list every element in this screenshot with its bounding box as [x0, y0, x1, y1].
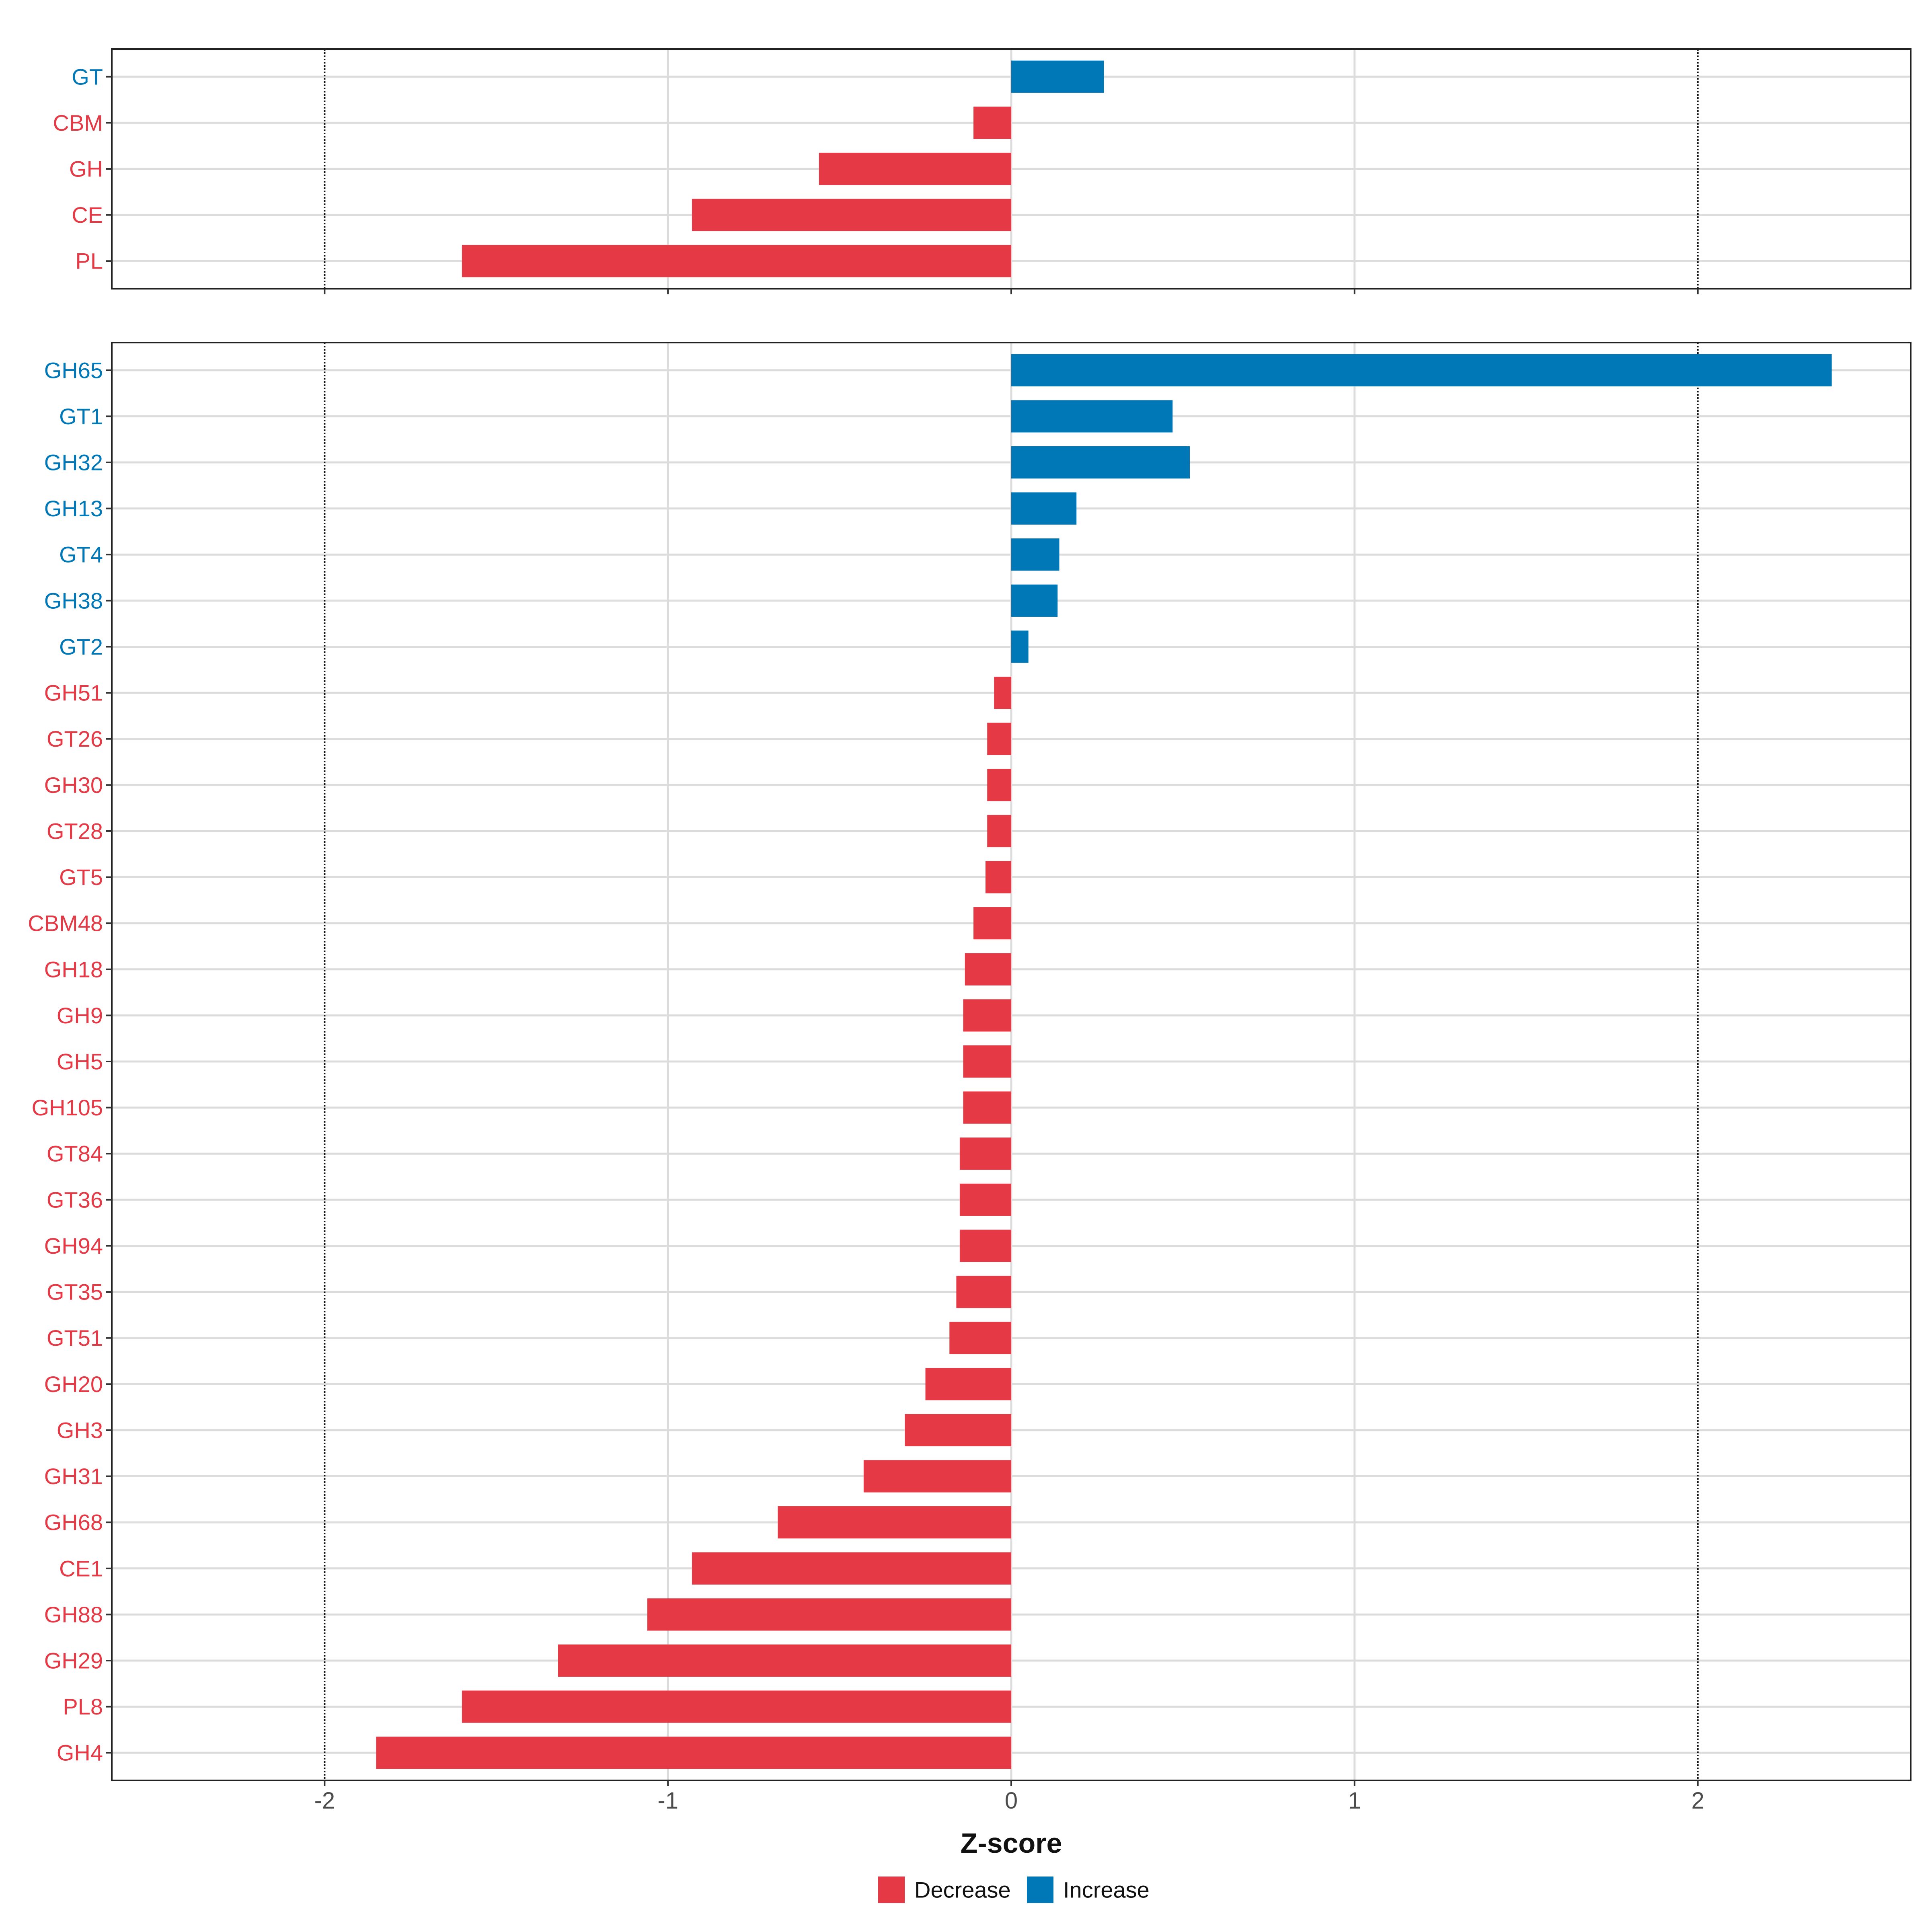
x-tick-label: -1	[657, 1788, 678, 1814]
bar-gt5	[985, 861, 1011, 893]
category-label-gt84: GT84	[47, 1141, 103, 1166]
legend-swatch-decrease	[878, 1877, 905, 1903]
category-label-gt2: GT2	[59, 634, 103, 659]
category-label-gh29: GH29	[44, 1648, 103, 1673]
category-label-gh30: GH30	[44, 772, 103, 798]
bar-gh4	[376, 1737, 1011, 1769]
category-label-gt1: GT1	[59, 404, 103, 429]
category-label-gh20: GH20	[44, 1371, 103, 1397]
bar-gt28	[987, 815, 1011, 848]
category-label-gt28: GT28	[47, 818, 103, 844]
x-axis-title: Z-score	[961, 1827, 1062, 1859]
x-tick-label: -2	[314, 1788, 335, 1814]
bar-gh51	[994, 676, 1011, 709]
bar-ce1	[692, 1552, 1011, 1585]
bar-gt1	[1011, 400, 1173, 433]
category-label-gh3: GH3	[57, 1417, 103, 1443]
bar-ce	[692, 199, 1011, 231]
bar-gh88	[647, 1598, 1011, 1631]
legend-label-increase: Increase	[1063, 1877, 1150, 1903]
bar-gh5	[963, 1045, 1011, 1078]
category-label-gt4: GT4	[59, 542, 103, 567]
category-label-gt: GT	[72, 64, 103, 89]
category-label-gt26: GT26	[47, 726, 103, 751]
bar-gh94	[959, 1230, 1011, 1262]
bar-gh30	[987, 769, 1011, 801]
bar-gh31	[863, 1460, 1011, 1493]
category-label-gh94: GH94	[44, 1233, 103, 1259]
x-tick-label: 2	[1692, 1788, 1704, 1814]
bar-gh18	[965, 953, 1011, 986]
bar-gt2	[1011, 630, 1029, 663]
legend-swatch-increase	[1027, 1877, 1053, 1903]
category-label-gh68: GH68	[44, 1510, 103, 1535]
category-label-gh5: GH5	[57, 1049, 103, 1074]
bar-gh68	[778, 1506, 1011, 1539]
category-label-gh88: GH88	[44, 1602, 103, 1627]
bar-gt26	[987, 723, 1011, 755]
bar-gh9	[963, 999, 1011, 1032]
bar-gt36	[959, 1183, 1011, 1216]
category-label-gh: GH	[69, 156, 103, 182]
bar-gt4	[1011, 538, 1059, 571]
category-label-gh13: GH13	[44, 496, 103, 521]
category-label-ce1: CE1	[59, 1556, 103, 1581]
bar-gh105	[963, 1091, 1011, 1124]
category-label-pl: PL	[76, 248, 103, 274]
category-label-ce: CE	[72, 202, 103, 228]
bar-gh32	[1011, 446, 1190, 479]
x-tick-label: 1	[1348, 1788, 1361, 1814]
category-label-gh18: GH18	[44, 957, 103, 982]
bar-gh3	[905, 1414, 1011, 1447]
category-label-gt51: GT51	[47, 1325, 103, 1351]
category-label-gh38: GH38	[44, 588, 103, 613]
category-label-gt5: GT5	[59, 864, 103, 890]
x-tick-label: 0	[1005, 1788, 1018, 1814]
category-label-gh32: GH32	[44, 450, 103, 475]
bar-pl8	[462, 1690, 1011, 1723]
bar-gh38	[1011, 584, 1058, 617]
bar-gh29	[558, 1644, 1011, 1677]
category-label-cbm48: CBM48	[28, 911, 103, 936]
bar-gh65	[1011, 354, 1832, 386]
category-label-cbm: CBM	[53, 110, 103, 136]
bar-cbm	[973, 107, 1011, 139]
bar-gt51	[949, 1322, 1011, 1354]
category-label-gt35: GT35	[47, 1279, 103, 1305]
category-label-gh4: GH4	[57, 1740, 103, 1766]
category-label-pl8: PL8	[63, 1694, 103, 1719]
category-label-gh105: GH105	[32, 1095, 103, 1120]
bar-gt	[1011, 60, 1104, 93]
category-label-gh31: GH31	[44, 1464, 103, 1489]
category-label-gt36: GT36	[47, 1187, 103, 1212]
bar-cbm48	[973, 907, 1011, 940]
bar-gh20	[925, 1368, 1011, 1400]
bar-gh	[819, 152, 1011, 185]
category-label-gh9: GH9	[57, 1003, 103, 1028]
bar-gh13	[1011, 492, 1077, 525]
legend-label-decrease: Decrease	[914, 1877, 1011, 1903]
category-label-gh51: GH51	[44, 680, 103, 706]
category-label-gh65: GH65	[44, 357, 103, 383]
bar-pl	[462, 245, 1011, 277]
bar-gt84	[959, 1137, 1011, 1170]
bar-gt35	[956, 1275, 1011, 1308]
